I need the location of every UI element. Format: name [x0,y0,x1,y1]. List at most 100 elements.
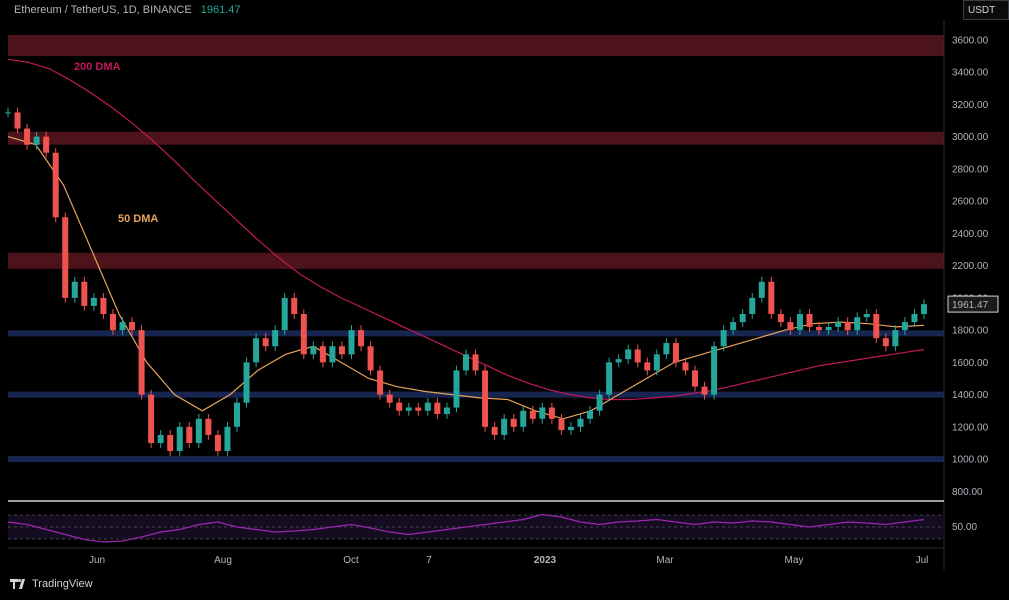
candle [434,402,441,414]
y-tick-label: 1600.00 [952,358,989,369]
candle [129,322,136,331]
candle [186,426,193,443]
candle [396,402,403,411]
y-tick-label: 1000.00 [952,455,989,466]
candle [825,326,832,331]
candle [539,407,546,419]
candle [911,314,918,323]
candle [816,326,823,331]
x-tick-label: 2023 [534,555,557,566]
candle [71,281,78,298]
candle [882,338,889,347]
support-line-0 [8,330,944,337]
resistance-zone-1 [8,131,944,145]
x-tick-label: Jun [89,555,105,566]
candle [844,322,851,331]
candle [253,338,260,363]
y-tick-label: 3000.00 [952,132,989,143]
candle [768,281,775,314]
brand-name: TradingView [32,578,93,590]
candle [329,346,336,363]
candle [405,407,412,411]
candle [558,418,565,431]
candle [634,349,641,363]
candle [167,434,174,452]
candle [587,410,594,419]
dma200-label: 200 DMA [74,61,121,73]
candle [157,434,164,443]
support-line-1 [8,391,944,398]
candle [892,330,899,347]
candle [501,418,508,435]
candle [415,407,422,411]
candle [224,426,231,452]
candle [453,370,460,408]
dma50-label: 50 DMA [118,213,158,225]
x-tick-label: May [785,555,804,566]
candle [234,402,240,427]
candle [281,297,288,331]
candle [81,281,88,306]
candle [863,314,870,318]
candle [148,394,155,443]
dma200-line [7,58,925,401]
candle [548,407,555,419]
candle [100,297,107,314]
candle [796,314,803,331]
candle [758,281,765,298]
y-tick-label: 1200.00 [952,422,989,433]
y-tick-label: 800.00 [952,487,983,498]
tradingview-logo[interactable]: TradingView [10,578,93,590]
candle [262,338,269,347]
candle [787,322,794,331]
candle [119,322,126,331]
candle [14,112,21,129]
candle [672,343,679,363]
candle [529,410,536,419]
support-line-2 [8,456,944,463]
dma50-line [7,136,925,420]
candle [291,297,298,314]
candle [921,304,927,314]
candle [777,314,784,323]
candle [300,314,307,355]
candle [854,317,861,331]
candle [692,370,698,387]
candle [625,349,632,360]
candle [109,314,116,331]
candle [577,418,584,427]
chart-header: Ethereum / TetherUS, 1D, BINANCE 1961.47 [14,4,241,16]
candle [596,394,603,411]
candle [835,322,842,327]
candle [90,297,97,306]
candle [520,410,527,427]
last-price-tag [947,295,999,313]
symbol-title: Ethereum / TetherUS, 1D, BINANCE [14,4,192,16]
x-tick-label: Mar [656,555,674,566]
candle [711,346,718,395]
y-tick-label: 3400.00 [952,68,989,79]
candle [386,394,393,403]
y-tick-label: 2400.00 [952,229,989,240]
candle [739,314,746,323]
candle [205,418,212,435]
candle [653,354,660,371]
candle [463,354,469,371]
candle [367,346,374,371]
candle [510,418,517,427]
candle [701,386,708,395]
candle [472,354,479,371]
y-tick-label: 1400.00 [952,390,989,401]
y-tick-label: 2800.00 [952,164,989,175]
y-tick-label: 2600.00 [952,197,989,208]
candle [272,330,279,347]
candle [176,426,183,452]
candle [377,370,384,395]
candle [567,426,574,431]
candle [663,343,670,355]
candle [682,362,689,371]
candle [348,330,355,355]
y-tick-label: 3200.00 [952,100,989,111]
candle [24,128,31,145]
